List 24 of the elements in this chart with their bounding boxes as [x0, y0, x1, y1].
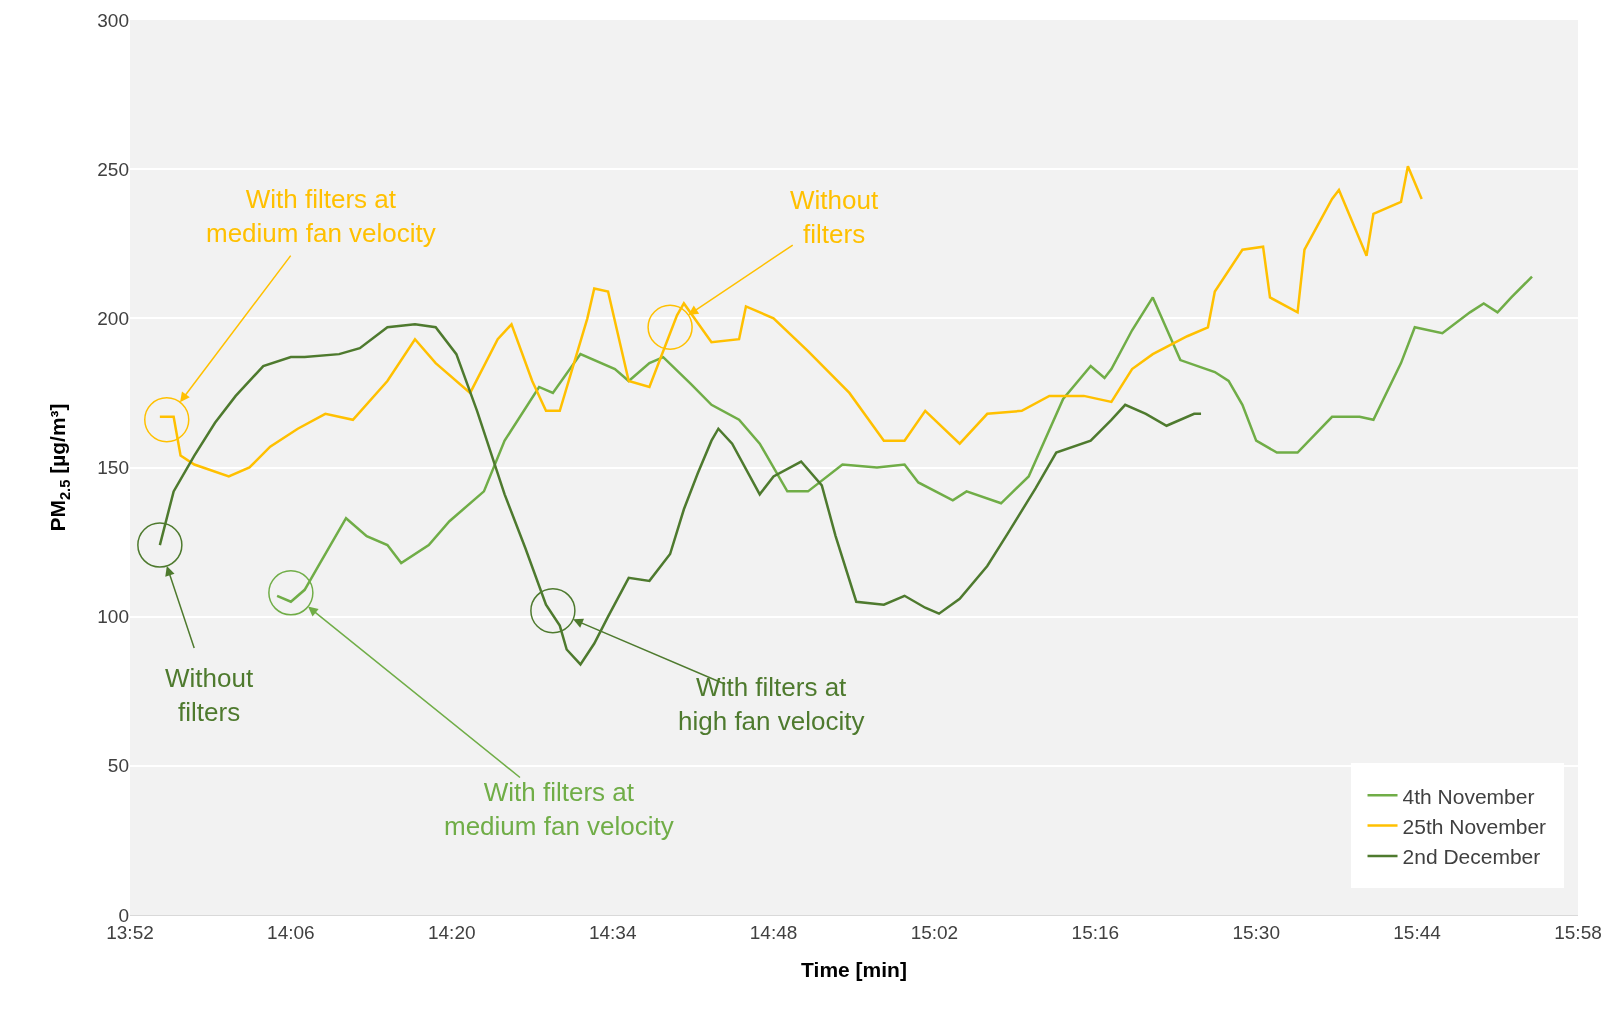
annotation: With filters at high fan velocity	[678, 672, 865, 736]
x-tick-label: 14:06	[267, 921, 315, 943]
legend-label: 4th November	[1402, 784, 1535, 808]
x-tick-label: 15:30	[1232, 921, 1280, 943]
x-tick-label: 15:58	[1554, 921, 1602, 943]
y-tick-label: 150	[97, 457, 129, 479]
x-tick-label: 15:02	[910, 921, 959, 943]
annotation: Without filters	[790, 185, 879, 249]
y-tick-label: 50	[107, 755, 129, 777]
x-tick-label: 14:48	[749, 921, 798, 943]
annotation: Without filters	[165, 663, 254, 727]
legend-label: 2nd December	[1402, 845, 1541, 869]
annotation: With filters at medium fan velocity	[206, 184, 436, 248]
y-tick-label: 300	[97, 9, 129, 31]
y-tick-label: 200	[97, 307, 129, 329]
legend-label: 25th November	[1402, 814, 1547, 838]
x-tick-label: 15:16	[1071, 921, 1120, 943]
y-tick-label: 100	[97, 606, 129, 628]
x-axis-title: Time [min]	[801, 958, 907, 981]
x-tick-label: 14:20	[427, 921, 476, 943]
annotation: With filters at medium fan velocity	[444, 777, 674, 841]
y-tick-label: 250	[97, 158, 129, 180]
x-tick-label: 14:34	[588, 921, 637, 943]
x-tick-label: 15:44	[1393, 921, 1442, 943]
